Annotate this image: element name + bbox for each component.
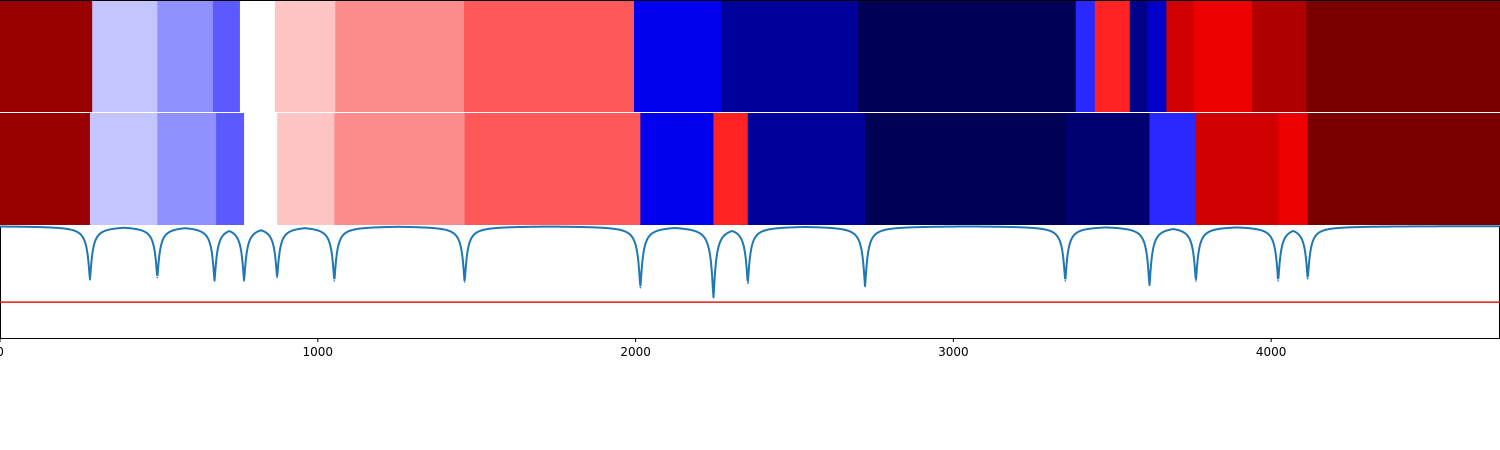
segment-cell — [1307, 113, 1500, 225]
segment-cell — [747, 113, 866, 225]
segment-cell — [335, 0, 465, 112]
score-line — [0, 225, 1500, 298]
segment-cell — [634, 0, 722, 112]
dip-point — [864, 285, 866, 288]
segment-cell — [1075, 0, 1096, 112]
segment-cell — [1147, 0, 1167, 112]
segment-cell — [274, 0, 336, 112]
segment-cell — [212, 0, 241, 112]
dip-point — [276, 276, 278, 279]
segment-cell — [277, 113, 335, 225]
segment-cell — [464, 113, 641, 225]
segment-cell — [89, 113, 158, 225]
line-panel — [0, 225, 1500, 338]
dip-point — [712, 296, 715, 299]
dip-point — [1306, 277, 1309, 280]
segment-cell — [1129, 0, 1148, 112]
segment-cell — [858, 0, 1077, 112]
segment-cell — [1065, 113, 1150, 225]
dip-point — [89, 278, 91, 281]
segment-cell — [1252, 0, 1307, 112]
segment-cell — [1278, 113, 1309, 225]
x-tick-label: 3000 — [938, 345, 969, 359]
segment-cell — [1094, 0, 1131, 112]
heatmap-rows — [0, 0, 1500, 225]
segment-cell — [865, 113, 1066, 225]
segment-cell — [640, 113, 714, 225]
segment-row-1 — [0, 0, 1500, 112]
segment-cell — [157, 0, 214, 112]
segment-cell — [0, 0, 93, 112]
segment-cell — [713, 113, 749, 225]
dip-point — [639, 286, 642, 289]
segment-cell — [239, 0, 276, 112]
segment-cell — [244, 113, 278, 225]
segment-cell — [334, 113, 466, 225]
dip-point — [243, 280, 245, 282]
x-tick-label: 1000 — [303, 345, 334, 359]
x-tick-label: 0 — [0, 345, 4, 359]
segment-cell — [1149, 113, 1197, 225]
x-axis: 0 1000 2000 3000 4000 — [0, 338, 1500, 359]
dip-point — [746, 282, 749, 284]
segment-cell — [216, 113, 245, 225]
x-tick-label: 4000 — [1256, 345, 1287, 359]
segment-cell — [1306, 0, 1500, 112]
segment-row-2 — [0, 113, 1500, 225]
dip-point — [213, 280, 216, 282]
segment-cell — [157, 113, 217, 225]
dip-point — [1064, 280, 1067, 282]
dip-point — [463, 281, 466, 283]
segment-cell — [1193, 0, 1253, 112]
x-tick-label: 2000 — [620, 345, 651, 359]
dip-point — [1277, 280, 1279, 282]
dip-point — [333, 280, 336, 282]
segment-cell — [463, 0, 635, 112]
segment-cell — [1166, 0, 1194, 112]
segment-cell — [721, 0, 859, 112]
segment-cell — [1195, 113, 1279, 225]
dip-point — [1195, 280, 1197, 282]
dip-point — [156, 276, 159, 279]
dip-point — [1148, 284, 1151, 287]
segment-cell — [92, 0, 158, 112]
segment-cell — [0, 113, 91, 225]
